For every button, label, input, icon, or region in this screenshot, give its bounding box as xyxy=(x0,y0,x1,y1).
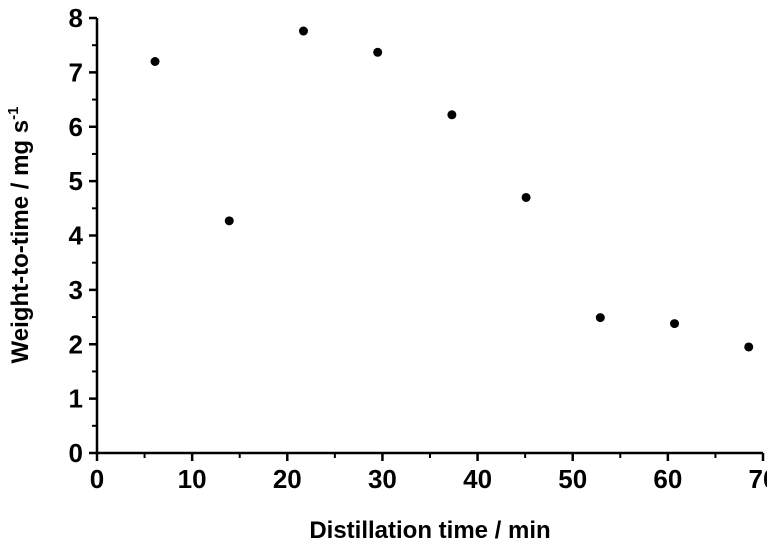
data-point-0 xyxy=(150,57,160,66)
y-tick-label-4: 4 xyxy=(69,221,84,251)
y-tick-label-1: 1 xyxy=(69,384,83,414)
x-tick-label-7: 70 xyxy=(749,464,767,494)
data-point-5 xyxy=(521,192,531,202)
axis-frame xyxy=(95,18,763,455)
x-tick-label-5: 50 xyxy=(558,464,587,494)
x-tick-label-1: 10 xyxy=(178,464,207,494)
y-ticks: 0 1 2 3 4 5 6 7 8 xyxy=(69,3,97,468)
y-axis-title-main: Weight-to-time / mg s xyxy=(7,120,34,364)
data-point-4 xyxy=(447,110,457,120)
x-tick-label-3: 30 xyxy=(368,464,397,494)
y-tick-label-5: 5 xyxy=(69,166,83,196)
y-tick-label-3: 3 xyxy=(69,275,83,305)
y-tick-label-0: 0 xyxy=(69,438,83,468)
x-tick-label-0: 0 xyxy=(90,464,104,494)
data-points xyxy=(150,26,754,352)
data-point-7 xyxy=(670,319,680,329)
axes xyxy=(95,18,763,455)
data-point-8 xyxy=(744,342,754,352)
x-axis-title: Distillation time / min xyxy=(309,517,550,543)
y-axis-title-superscript: -1 xyxy=(5,107,22,120)
data-point-1 xyxy=(224,216,234,226)
x-ticks: 0 10 20 30 40 50 60 70 xyxy=(90,453,767,494)
x-tick-label-2: 20 xyxy=(273,464,302,494)
y-tick-label-8: 8 xyxy=(69,3,83,33)
y-tick-label-2: 2 xyxy=(69,329,83,359)
data-point-6 xyxy=(595,313,605,323)
y-tick-label-7: 7 xyxy=(69,57,83,87)
data-point-2 xyxy=(298,26,308,36)
y-tick-label-6: 6 xyxy=(69,112,83,142)
data-point-3 xyxy=(373,47,383,57)
x-tick-label-6: 60 xyxy=(653,464,682,494)
x-tick-label-4: 40 xyxy=(463,464,492,494)
y-axis-title: Weight-to-time / mg s-1 xyxy=(5,107,34,364)
